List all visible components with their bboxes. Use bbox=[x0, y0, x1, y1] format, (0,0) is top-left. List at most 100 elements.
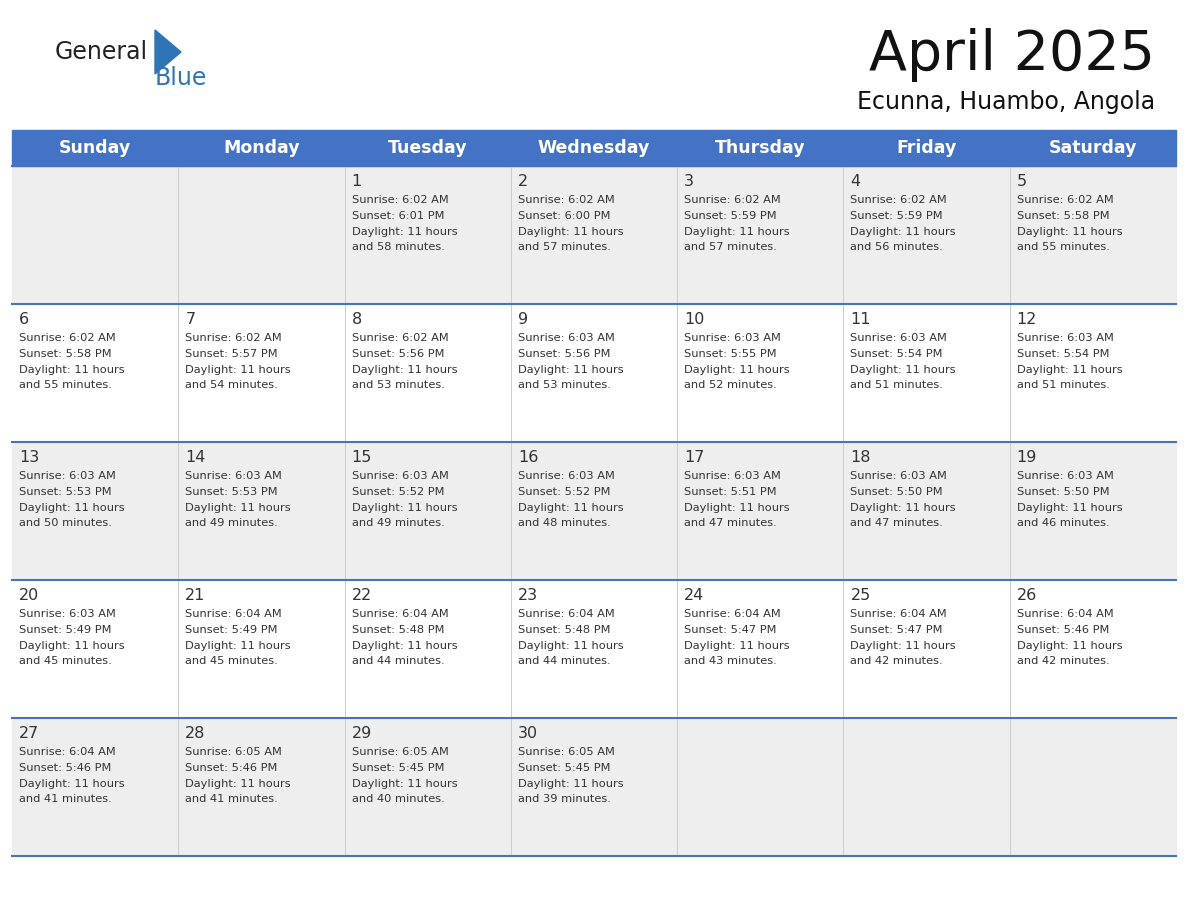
Text: Sunrise: 6:04 AM: Sunrise: 6:04 AM bbox=[185, 609, 282, 619]
Text: Sunset: 5:46 PM: Sunset: 5:46 PM bbox=[185, 763, 278, 773]
Text: Daylight: 11 hours: Daylight: 11 hours bbox=[684, 227, 790, 237]
Text: 14: 14 bbox=[185, 450, 206, 465]
Text: Sunrise: 6:04 AM: Sunrise: 6:04 AM bbox=[1017, 609, 1113, 619]
Text: Daylight: 11 hours: Daylight: 11 hours bbox=[19, 779, 125, 789]
Text: Daylight: 11 hours: Daylight: 11 hours bbox=[1017, 227, 1123, 237]
Text: and 58 minutes.: and 58 minutes. bbox=[352, 242, 444, 252]
Text: 8: 8 bbox=[352, 311, 362, 327]
Text: Sunrise: 6:03 AM: Sunrise: 6:03 AM bbox=[185, 471, 283, 481]
Text: Sunset: 5:51 PM: Sunset: 5:51 PM bbox=[684, 487, 777, 497]
Text: and 45 minutes.: and 45 minutes. bbox=[185, 656, 278, 666]
Text: 23: 23 bbox=[518, 588, 538, 602]
Text: Sunset: 5:54 PM: Sunset: 5:54 PM bbox=[1017, 349, 1110, 359]
Text: Sunrise: 6:04 AM: Sunrise: 6:04 AM bbox=[19, 747, 115, 757]
Text: and 48 minutes.: and 48 minutes. bbox=[518, 518, 611, 528]
Text: Sunrise: 6:03 AM: Sunrise: 6:03 AM bbox=[851, 333, 947, 343]
Text: Sunset: 5:59 PM: Sunset: 5:59 PM bbox=[684, 211, 777, 221]
Text: and 51 minutes.: and 51 minutes. bbox=[851, 380, 943, 390]
Text: Sunset: 5:52 PM: Sunset: 5:52 PM bbox=[352, 487, 444, 497]
Text: Sunday: Sunday bbox=[59, 139, 131, 157]
Text: Sunset: 5:59 PM: Sunset: 5:59 PM bbox=[851, 211, 943, 221]
Text: Blue: Blue bbox=[154, 66, 208, 90]
Text: and 49 minutes.: and 49 minutes. bbox=[352, 518, 444, 528]
Text: 21: 21 bbox=[185, 588, 206, 602]
Text: Sunrise: 6:02 AM: Sunrise: 6:02 AM bbox=[684, 195, 781, 205]
Text: and 57 minutes.: and 57 minutes. bbox=[684, 242, 777, 252]
Text: Daylight: 11 hours: Daylight: 11 hours bbox=[185, 503, 291, 513]
Polygon shape bbox=[154, 30, 181, 74]
Text: and 43 minutes.: and 43 minutes. bbox=[684, 656, 777, 666]
Text: and 54 minutes.: and 54 minutes. bbox=[185, 380, 278, 390]
Text: and 52 minutes.: and 52 minutes. bbox=[684, 380, 777, 390]
Text: 11: 11 bbox=[851, 311, 871, 327]
Text: Sunset: 5:47 PM: Sunset: 5:47 PM bbox=[684, 625, 777, 635]
Text: and 53 minutes.: and 53 minutes. bbox=[352, 380, 444, 390]
Text: and 55 minutes.: and 55 minutes. bbox=[1017, 242, 1110, 252]
Text: Daylight: 11 hours: Daylight: 11 hours bbox=[684, 641, 790, 651]
Text: Daylight: 11 hours: Daylight: 11 hours bbox=[185, 641, 291, 651]
Text: Daylight: 11 hours: Daylight: 11 hours bbox=[19, 365, 125, 375]
Text: Daylight: 11 hours: Daylight: 11 hours bbox=[1017, 365, 1123, 375]
Text: Daylight: 11 hours: Daylight: 11 hours bbox=[518, 227, 624, 237]
Text: Sunset: 5:53 PM: Sunset: 5:53 PM bbox=[19, 487, 112, 497]
Text: Sunset: 5:57 PM: Sunset: 5:57 PM bbox=[185, 349, 278, 359]
Text: Daylight: 11 hours: Daylight: 11 hours bbox=[518, 365, 624, 375]
Text: Sunset: 5:58 PM: Sunset: 5:58 PM bbox=[1017, 211, 1110, 221]
Text: 9: 9 bbox=[518, 311, 527, 327]
Text: Sunset: 5:52 PM: Sunset: 5:52 PM bbox=[518, 487, 611, 497]
Text: Sunset: 5:45 PM: Sunset: 5:45 PM bbox=[352, 763, 444, 773]
Bar bbox=[12, 718, 1176, 856]
Bar bbox=[12, 442, 1176, 580]
Text: Wednesday: Wednesday bbox=[538, 139, 650, 157]
Text: General: General bbox=[55, 40, 148, 64]
Text: Daylight: 11 hours: Daylight: 11 hours bbox=[352, 503, 457, 513]
Text: Sunset: 5:56 PM: Sunset: 5:56 PM bbox=[518, 349, 611, 359]
Text: Sunset: 5:45 PM: Sunset: 5:45 PM bbox=[518, 763, 611, 773]
Text: and 45 minutes.: and 45 minutes. bbox=[19, 656, 112, 666]
Text: Sunset: 5:50 PM: Sunset: 5:50 PM bbox=[1017, 487, 1110, 497]
Text: Sunset: 5:58 PM: Sunset: 5:58 PM bbox=[19, 349, 112, 359]
Text: Daylight: 11 hours: Daylight: 11 hours bbox=[185, 365, 291, 375]
Text: Sunrise: 6:03 AM: Sunrise: 6:03 AM bbox=[518, 471, 614, 481]
Text: Sunset: 6:01 PM: Sunset: 6:01 PM bbox=[352, 211, 444, 221]
Text: 17: 17 bbox=[684, 450, 704, 465]
Text: Daylight: 11 hours: Daylight: 11 hours bbox=[851, 365, 956, 375]
Text: Daylight: 11 hours: Daylight: 11 hours bbox=[684, 365, 790, 375]
Text: Sunset: 5:54 PM: Sunset: 5:54 PM bbox=[851, 349, 943, 359]
Text: Sunrise: 6:02 AM: Sunrise: 6:02 AM bbox=[185, 333, 282, 343]
Text: Sunrise: 6:02 AM: Sunrise: 6:02 AM bbox=[352, 195, 448, 205]
Text: and 41 minutes.: and 41 minutes. bbox=[19, 794, 112, 804]
Text: Sunrise: 6:03 AM: Sunrise: 6:03 AM bbox=[518, 333, 614, 343]
Text: 27: 27 bbox=[19, 725, 39, 741]
Text: Friday: Friday bbox=[897, 139, 956, 157]
Text: Daylight: 11 hours: Daylight: 11 hours bbox=[851, 227, 956, 237]
Text: Daylight: 11 hours: Daylight: 11 hours bbox=[851, 503, 956, 513]
Text: 25: 25 bbox=[851, 588, 871, 602]
Text: Sunset: 5:48 PM: Sunset: 5:48 PM bbox=[352, 625, 444, 635]
Text: Sunrise: 6:03 AM: Sunrise: 6:03 AM bbox=[352, 471, 448, 481]
Text: Sunrise: 6:02 AM: Sunrise: 6:02 AM bbox=[851, 195, 947, 205]
Text: Ecunna, Huambo, Angola: Ecunna, Huambo, Angola bbox=[857, 90, 1155, 114]
Text: Sunrise: 6:04 AM: Sunrise: 6:04 AM bbox=[684, 609, 781, 619]
Text: Tuesday: Tuesday bbox=[388, 139, 468, 157]
Text: Sunset: 6:00 PM: Sunset: 6:00 PM bbox=[518, 211, 611, 221]
Text: 30: 30 bbox=[518, 725, 538, 741]
Text: 4: 4 bbox=[851, 174, 860, 188]
Text: Sunset: 5:49 PM: Sunset: 5:49 PM bbox=[185, 625, 278, 635]
Text: Sunrise: 6:03 AM: Sunrise: 6:03 AM bbox=[19, 609, 116, 619]
Text: Sunrise: 6:03 AM: Sunrise: 6:03 AM bbox=[19, 471, 116, 481]
Text: Daylight: 11 hours: Daylight: 11 hours bbox=[518, 641, 624, 651]
Text: Sunrise: 6:03 AM: Sunrise: 6:03 AM bbox=[851, 471, 947, 481]
Text: and 50 minutes.: and 50 minutes. bbox=[19, 518, 112, 528]
Text: Sunset: 5:55 PM: Sunset: 5:55 PM bbox=[684, 349, 777, 359]
Text: 18: 18 bbox=[851, 450, 871, 465]
Text: and 53 minutes.: and 53 minutes. bbox=[518, 380, 611, 390]
Text: and 47 minutes.: and 47 minutes. bbox=[851, 518, 943, 528]
Bar bbox=[12, 130, 1176, 166]
Text: Sunrise: 6:04 AM: Sunrise: 6:04 AM bbox=[352, 609, 448, 619]
Text: Sunrise: 6:03 AM: Sunrise: 6:03 AM bbox=[684, 471, 781, 481]
Text: Daylight: 11 hours: Daylight: 11 hours bbox=[518, 779, 624, 789]
Text: Sunset: 5:46 PM: Sunset: 5:46 PM bbox=[19, 763, 112, 773]
Bar bbox=[12, 166, 1176, 304]
Text: Sunrise: 6:02 AM: Sunrise: 6:02 AM bbox=[352, 333, 448, 343]
